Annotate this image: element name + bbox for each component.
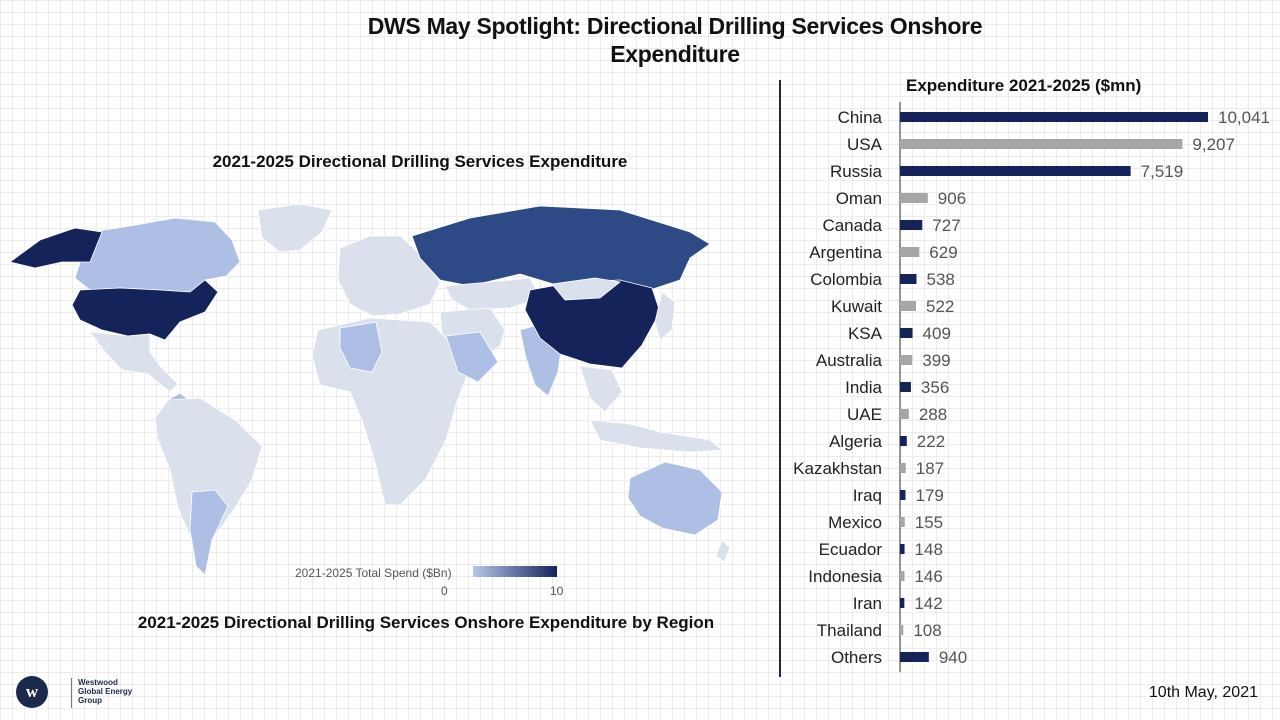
map-region-kazakhstan: [444, 277, 541, 311]
bar-value-label: 409: [923, 324, 951, 343]
bar-kazakhstan: [900, 463, 906, 473]
map-region-australia: [627, 461, 723, 536]
map-region-africa: [311, 317, 469, 506]
map-region-mexico: [89, 331, 179, 393]
bar-category-label: UAE: [847, 405, 882, 424]
bar-value-label: 399: [922, 351, 950, 370]
bar-category-label: India: [845, 378, 882, 397]
bar-category-label: Australia: [816, 351, 883, 370]
bar-category-label: Ecuador: [819, 540, 883, 559]
bar-value-label: 9,207: [1192, 135, 1235, 154]
map-region-argentina: [189, 489, 229, 576]
map-region-alaska: [9, 227, 103, 269]
map-region-europe: [337, 235, 441, 317]
bar-iraq: [900, 490, 906, 500]
map-region-japan: [654, 291, 676, 341]
map-region-greenland: [257, 203, 333, 253]
logo-mark-icon: w: [16, 676, 48, 708]
bar-category-label: Canada: [822, 216, 882, 235]
map-legend-gradient: [473, 566, 557, 577]
map-region-china: [524, 279, 661, 369]
bar-usa: [900, 139, 1183, 149]
logo-separator: [71, 678, 72, 708]
bar-category-label: Kazakhstan: [793, 459, 882, 478]
bar-value-label: 10,041: [1218, 108, 1270, 127]
map-region-southeast-asia: [579, 365, 623, 413]
map-legend-max: 10: [550, 584, 564, 598]
bar-ecuador: [900, 544, 905, 554]
bar-category-label: Iraq: [853, 486, 882, 505]
bar-russia: [900, 166, 1131, 176]
bar-canada: [900, 220, 923, 230]
bar-category-label: Argentina: [809, 243, 882, 262]
bar-category-label: Kuwait: [831, 297, 882, 316]
bar-category-label: Mexico: [828, 513, 882, 532]
map-region-russia: [411, 205, 711, 291]
bar-australia: [900, 355, 913, 365]
bar-ksa: [900, 328, 913, 338]
map-region-indonesia: [589, 419, 724, 453]
bar-category-label: China: [838, 108, 883, 127]
bar-value-label: 146: [914, 567, 942, 586]
bar-value-label: 148: [915, 540, 943, 559]
report-date: 10th May, 2021: [1148, 684, 1258, 701]
bar-category-label: Thailand: [817, 621, 882, 640]
bar-mexico: [900, 517, 905, 527]
map-region-canada: [74, 217, 241, 293]
map-region-algeria: [339, 321, 383, 373]
bar-iran: [900, 598, 905, 608]
bar-value-label: 288: [919, 405, 947, 424]
bar-value-label: 522: [926, 297, 954, 316]
bar-oman: [900, 193, 928, 203]
bar-category-label: Russia: [830, 162, 883, 181]
bar-kuwait: [900, 301, 917, 311]
bar-category-label: Iran: [853, 594, 882, 613]
map-region-saudi-arabia: [445, 331, 499, 383]
westwood-logo: w Westwood Global Energy Group: [16, 676, 136, 712]
bar-algeria: [900, 436, 907, 446]
bar-category-label: Oman: [836, 189, 882, 208]
bar-value-label: 108: [913, 621, 941, 640]
bar-uae: [900, 409, 909, 419]
divider: [779, 80, 781, 677]
bar-colombia: [900, 274, 917, 284]
bar-value-label: 7,519: [1141, 162, 1184, 181]
bar-value-label: 222: [917, 432, 945, 451]
world-map: [9, 203, 731, 576]
bar-chart-title: Expenditure 2021-2025 ($mn): [906, 76, 1142, 95]
map-legend-min: 0: [441, 584, 448, 598]
bar-category-label: Algeria: [829, 432, 882, 451]
map-caption: 2021-2025 Directional Drilling Services …: [137, 613, 715, 632]
bar-value-label: 179: [915, 486, 943, 505]
bar-value-label: 142: [914, 594, 942, 613]
bar-others: [900, 652, 929, 662]
bar-category-label: KSA: [848, 324, 883, 343]
bar-value-label: 629: [929, 243, 957, 262]
bar-thailand: [900, 625, 904, 635]
map-region-new-zealand: [715, 539, 731, 563]
bar-category-label: USA: [847, 135, 883, 154]
map-title: 2021-2025 Directional Drilling Services …: [212, 152, 628, 171]
bar-value-label: 940: [939, 648, 967, 667]
bar-value-label: 356: [921, 378, 949, 397]
map-region-usa: [71, 279, 219, 341]
bar-value-label: 538: [927, 270, 955, 289]
map-legend-label: 2021-2025 Total Spend ($Bn): [295, 566, 452, 580]
bar-chart: China 10,041 USA 9,207 Russia 7,519 Oman 906 Can…: [793, 102, 1270, 672]
bar-value-label: 727: [932, 216, 960, 235]
bar-category-label: Others: [831, 648, 882, 667]
map-region-mongolia: [551, 277, 621, 301]
bar-category-label: Indonesia: [808, 567, 882, 586]
page-title: DWS May Spotlight: Directional Drilling …: [367, 13, 983, 67]
bar-argentina: [900, 247, 920, 257]
bar-value-label: 187: [916, 459, 944, 478]
bar-china: [900, 112, 1208, 122]
bar-value-label: 906: [938, 189, 966, 208]
logo-text: Westwood Global Energy Group: [78, 678, 133, 705]
bar-india: [900, 382, 911, 392]
bar-value-label: 155: [915, 513, 943, 532]
bar-indonesia: [900, 571, 905, 581]
bar-category-label: Colombia: [810, 270, 882, 289]
